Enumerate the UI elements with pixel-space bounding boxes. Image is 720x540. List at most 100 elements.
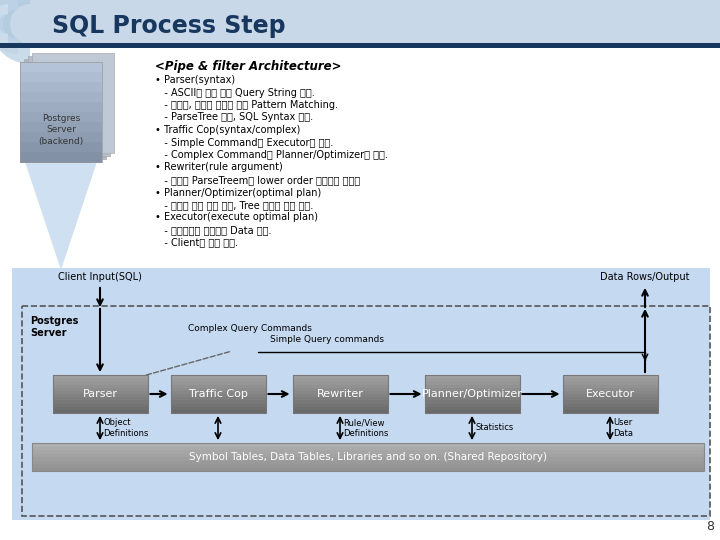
FancyBboxPatch shape	[32, 464, 704, 468]
FancyBboxPatch shape	[171, 400, 266, 404]
Text: • Planner/Optimizer(optimal plan): • Planner/Optimizer(optimal plan)	[155, 187, 321, 198]
FancyBboxPatch shape	[53, 410, 148, 414]
FancyBboxPatch shape	[32, 457, 704, 461]
FancyBboxPatch shape	[32, 454, 704, 457]
Text: - 실행계획을 수행하여 Data 추출.: - 실행계획을 수행하여 Data 추출.	[155, 225, 271, 235]
FancyBboxPatch shape	[171, 384, 266, 388]
FancyBboxPatch shape	[292, 384, 387, 388]
FancyBboxPatch shape	[53, 378, 148, 382]
Wedge shape	[0, 4, 8, 44]
FancyBboxPatch shape	[53, 391, 148, 395]
FancyBboxPatch shape	[53, 384, 148, 388]
Text: - Client에 결과 반환.: - Client에 결과 반환.	[155, 238, 238, 247]
FancyBboxPatch shape	[24, 59, 106, 159]
Wedge shape	[0, 0, 18, 54]
Text: Rule/View
Definitions: Rule/View Definitions	[343, 418, 388, 438]
FancyBboxPatch shape	[0, 48, 720, 268]
FancyBboxPatch shape	[292, 375, 387, 379]
FancyBboxPatch shape	[32, 468, 704, 471]
FancyBboxPatch shape	[171, 378, 266, 382]
FancyBboxPatch shape	[562, 391, 657, 395]
FancyBboxPatch shape	[53, 400, 148, 404]
FancyBboxPatch shape	[32, 443, 704, 447]
FancyBboxPatch shape	[53, 403, 148, 407]
FancyBboxPatch shape	[53, 375, 148, 379]
FancyBboxPatch shape	[425, 375, 520, 379]
FancyBboxPatch shape	[53, 394, 148, 397]
FancyBboxPatch shape	[171, 381, 266, 385]
Text: Data Rows/Output: Data Rows/Output	[600, 272, 690, 282]
FancyBboxPatch shape	[171, 388, 266, 392]
FancyBboxPatch shape	[425, 394, 520, 397]
FancyBboxPatch shape	[20, 92, 102, 103]
FancyBboxPatch shape	[28, 56, 110, 156]
FancyBboxPatch shape	[292, 391, 387, 395]
Text: Simple Query commands: Simple Query commands	[270, 335, 384, 344]
FancyBboxPatch shape	[292, 394, 387, 397]
Text: • Traffic Cop(syntax/complex): • Traffic Cop(syntax/complex)	[155, 125, 300, 135]
FancyBboxPatch shape	[20, 82, 102, 92]
FancyBboxPatch shape	[292, 403, 387, 407]
FancyBboxPatch shape	[562, 407, 657, 410]
FancyBboxPatch shape	[53, 388, 148, 392]
FancyBboxPatch shape	[32, 53, 114, 153]
FancyBboxPatch shape	[425, 391, 520, 395]
FancyBboxPatch shape	[292, 407, 387, 410]
FancyBboxPatch shape	[292, 397, 387, 401]
FancyBboxPatch shape	[12, 268, 710, 520]
FancyBboxPatch shape	[20, 132, 102, 143]
Text: Object
Definitions: Object Definitions	[103, 418, 148, 438]
FancyBboxPatch shape	[171, 397, 266, 401]
Text: - Complex Command는 Planner/Optimizer에 전달.: - Complex Command는 Planner/Optimizer에 전달…	[155, 150, 388, 160]
FancyBboxPatch shape	[20, 62, 102, 72]
FancyBboxPatch shape	[425, 378, 520, 382]
FancyBboxPatch shape	[292, 378, 387, 382]
FancyBboxPatch shape	[292, 388, 387, 392]
FancyBboxPatch shape	[20, 72, 102, 83]
FancyBboxPatch shape	[53, 381, 148, 385]
Text: - Simple Command를 Executor에 전달.: - Simple Command를 Executor에 전달.	[155, 138, 333, 147]
Text: Planner/Optimizer: Planner/Optimizer	[422, 389, 523, 399]
FancyBboxPatch shape	[425, 397, 520, 401]
FancyBboxPatch shape	[171, 394, 266, 397]
Text: - ParseTree 생성, SQL Syntax 체크.: - ParseTree 생성, SQL Syntax 체크.	[155, 112, 313, 123]
FancyBboxPatch shape	[562, 384, 657, 388]
FancyBboxPatch shape	[425, 388, 520, 392]
Text: Postgres
Server
(backend): Postgres Server (backend)	[38, 114, 84, 146]
FancyBboxPatch shape	[20, 112, 102, 123]
Text: • Rewriter(rule argument): • Rewriter(rule argument)	[155, 163, 283, 172]
FancyBboxPatch shape	[562, 378, 657, 382]
Text: Postgres
Server: Postgres Server	[30, 316, 78, 339]
FancyBboxPatch shape	[292, 410, 387, 414]
Text: - 키워드, 식별자 인지를 위해 Pattern Matching.: - 키워드, 식별자 인지를 위해 Pattern Matching.	[155, 100, 338, 110]
FancyBboxPatch shape	[0, 43, 720, 48]
Text: <Pipe & filter Architecture>: <Pipe & filter Architecture>	[155, 60, 341, 73]
Text: - 최적의 쿼리 플랜 결정, Tree 형태의 플랜 생성.: - 최적의 쿼리 플랜 결정, Tree 형태의 플랜 생성.	[155, 200, 313, 210]
FancyBboxPatch shape	[562, 403, 657, 407]
Text: - 전달된 ParseTreem의 lower order 명령어로 재작성: - 전달된 ParseTreem의 lower order 명령어로 재작성	[155, 175, 360, 185]
FancyBboxPatch shape	[562, 375, 657, 379]
Text: Symbol Tables, Data Tables, Libraries and so on. (Shared Repository): Symbol Tables, Data Tables, Libraries an…	[189, 452, 547, 462]
FancyBboxPatch shape	[292, 381, 387, 385]
Text: Complex Query Commands: Complex Query Commands	[188, 324, 312, 333]
FancyBboxPatch shape	[425, 410, 520, 414]
FancyBboxPatch shape	[171, 410, 266, 414]
FancyBboxPatch shape	[562, 400, 657, 404]
Text: Statistics: Statistics	[475, 423, 513, 433]
Wedge shape	[0, 0, 30, 64]
Text: SQL Process Step: SQL Process Step	[52, 14, 286, 38]
Text: - ASCII로 전달 받아 Query String 파싱.: - ASCII로 전달 받아 Query String 파싱.	[155, 87, 315, 98]
Text: • Executor(execute optimal plan): • Executor(execute optimal plan)	[155, 213, 318, 222]
FancyBboxPatch shape	[32, 447, 704, 450]
Text: Traffic Cop: Traffic Cop	[189, 389, 248, 399]
FancyBboxPatch shape	[425, 407, 520, 410]
Text: Rewriter: Rewriter	[317, 389, 364, 399]
FancyBboxPatch shape	[425, 384, 520, 388]
FancyBboxPatch shape	[32, 461, 704, 464]
Text: 8: 8	[706, 520, 714, 533]
Text: User
Data: User Data	[613, 418, 633, 438]
Polygon shape	[25, 162, 97, 270]
Text: • Parser(syntax): • Parser(syntax)	[155, 75, 235, 85]
FancyBboxPatch shape	[562, 388, 657, 392]
FancyBboxPatch shape	[20, 142, 102, 152]
